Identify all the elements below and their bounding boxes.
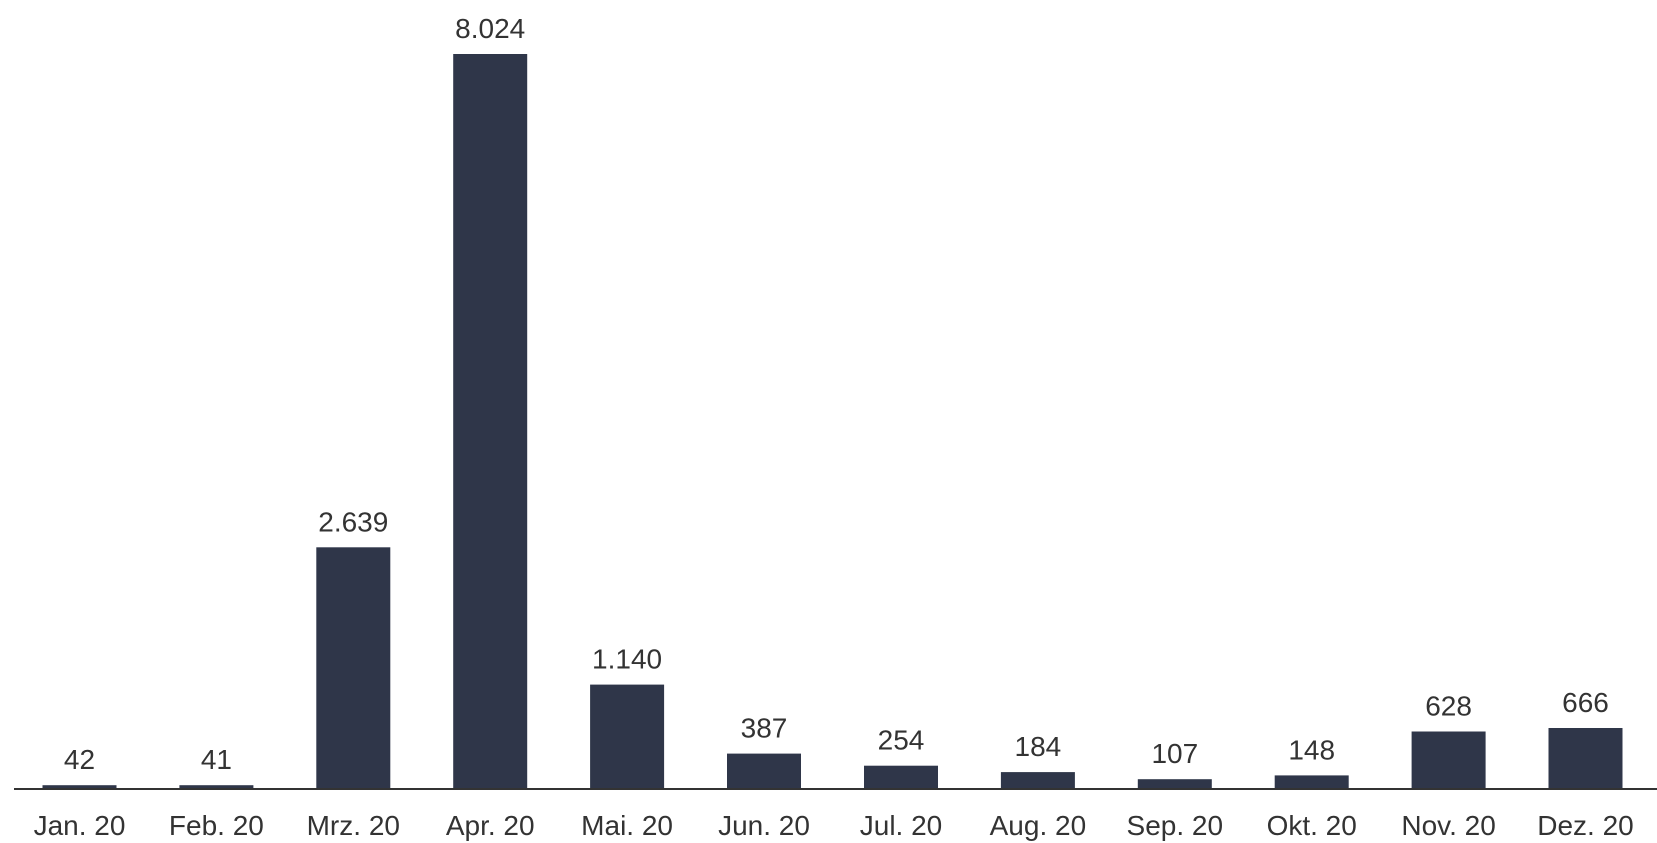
x-tick-label-6: Jun. 20 [718, 810, 810, 841]
x-tick-label-2: Feb. 20 [169, 810, 264, 841]
x-tick-label-7: Jul. 20 [860, 810, 943, 841]
x-tick-label-11: Nov. 20 [1401, 810, 1495, 841]
value-labels-layer: 42 41 2.639 8.024 1.140 387 254 184 107 148 628 666 [64, 13, 1609, 775]
data-label-7: 254 [878, 725, 925, 756]
bar-7 [864, 765, 938, 789]
bar-11 [1411, 731, 1486, 789]
x-tick-label-1: Jan. 20 [34, 810, 126, 841]
data-label-5: 1.140 [592, 644, 662, 675]
x-tick-labels: Jan. 20 Feb. 20 Mrz. 20 Apr. 20 Mai. 20 Jun. … [34, 810, 1634, 841]
data-label-9: 107 [1151, 738, 1198, 769]
bar-6 [727, 753, 801, 789]
bar-5 [590, 684, 665, 789]
x-tick-label-12: Dez. 20 [1537, 810, 1634, 841]
bars-layer [42, 54, 1623, 789]
x-tick-label-4: Apr. 20 [446, 810, 535, 841]
bar-2 [179, 785, 254, 789]
bar-1 [42, 785, 117, 789]
data-label-11: 628 [1425, 691, 1472, 722]
x-tick-label-10: Okt. 20 [1267, 810, 1357, 841]
bar-4 [453, 54, 528, 789]
bar-12 [1548, 728, 1623, 789]
data-label-12: 666 [1562, 687, 1609, 718]
bar-3 [316, 547, 391, 789]
bar-8 [1000, 772, 1075, 789]
data-label-6: 387 [741, 713, 788, 744]
x-tick-label-8: Aug. 20 [990, 810, 1087, 841]
data-label-2: 41 [201, 744, 232, 775]
bar-10 [1274, 775, 1349, 789]
data-label-10: 148 [1288, 734, 1335, 765]
x-tick-label-5: Mai. 20 [581, 810, 673, 841]
x-tick-label-3: Mrz. 20 [307, 810, 400, 841]
data-label-4: 8.024 [455, 13, 525, 44]
x-tick-label-9: Sep. 20 [1127, 810, 1224, 841]
data-label-3: 2.639 [318, 506, 388, 537]
bar-9 [1137, 779, 1212, 789]
data-label-8: 184 [1015, 731, 1062, 762]
data-label-1: 42 [64, 744, 95, 775]
